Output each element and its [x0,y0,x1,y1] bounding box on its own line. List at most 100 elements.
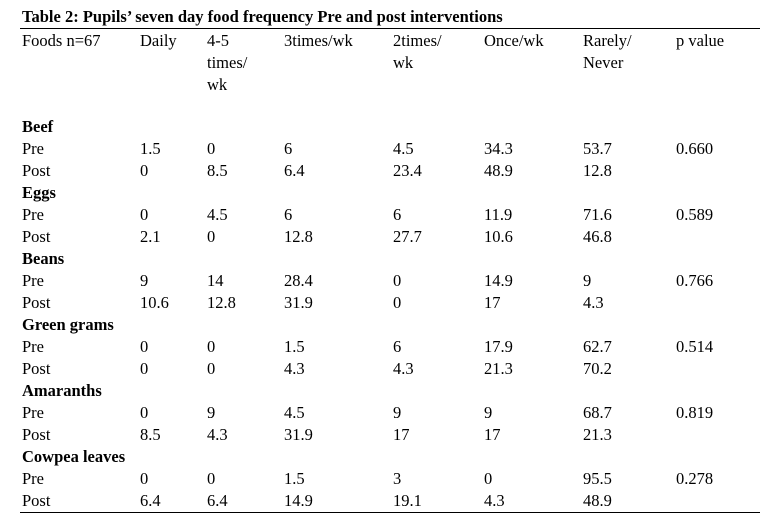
row-label: Pre [22,205,44,224]
table-cell: 10.6 [140,293,169,312]
table-cell: 68.7 [583,403,612,422]
table-cell: 46.8 [583,227,612,246]
table-cell: 62.7 [583,337,612,356]
header-2-times-wk: 2times/ wk [393,31,442,72]
row-label: Post [22,227,51,246]
food-group-name: Beef [22,117,54,136]
table-row: Pre 1.5 0 6 4.5 34.3 53.7 0.660 [0,138,779,160]
table-cell: 0 [140,403,149,422]
row-label: Post [22,425,51,444]
table-cell: 12.8 [284,227,313,246]
table-row: Post 10.6 12.8 31.9 0 17 4.3 [0,292,779,314]
header-3-times-wk: 3times/wk [284,31,353,50]
table-row: Post 0 8.5 6.4 23.4 48.9 12.8 [0,160,779,182]
table-cell: 8.5 [207,161,228,180]
table-cell: 95.5 [583,469,612,488]
table-cell: 4.3 [484,491,505,510]
table-cell: 4.5 [207,205,228,224]
table-cell: 70.2 [583,359,612,378]
row-label: Pre [22,271,44,290]
row-label: Post [22,491,51,510]
table-cell: 71.6 [583,205,612,224]
table-cell: 12.8 [207,293,236,312]
p-value-cell: 0.589 [676,205,714,224]
table-cell: 9 [484,403,493,422]
table-cell: 34.3 [484,139,513,158]
header-p-value: p value [676,31,725,50]
table-cell: 0 [140,161,149,180]
table-cell: 0 [140,337,149,356]
table-cell: 48.9 [583,491,612,510]
table-cell: 9 [207,403,216,422]
table-cell: 6 [393,205,402,224]
table-cell: 28.4 [284,271,313,290]
row-label: Pre [22,469,44,488]
table-cell: 9 [583,271,592,290]
table-row: Pre 0 0 1.5 6 17.9 62.7 0.514 [0,336,779,358]
table-cell: 0 [140,359,149,378]
table-row: Post 0 0 4.3 4.3 21.3 70.2 [0,358,779,380]
table-cell: 0 [207,469,216,488]
table-cell: 0 [207,139,216,158]
table-cell: 6 [284,139,293,158]
table-cell: 31.9 [284,293,313,312]
row-label: Pre [22,337,44,356]
table-cell: 4.3 [284,359,305,378]
table-cell: 53.7 [583,139,612,158]
top-rule [20,28,760,29]
row-label: Post [22,161,51,180]
table-cell: 4.5 [284,403,305,422]
table-cell: 6 [393,337,402,356]
table-cell: 21.3 [484,359,513,378]
table-cell: 27.7 [393,227,422,246]
p-value-cell: 0.819 [676,403,714,422]
header-once-wk: Once/wk [484,31,544,50]
table-row: Post 8.5 4.3 31.9 17 17 21.3 [0,424,779,446]
table-cell: 17 [393,425,410,444]
table-cell: 0 [484,469,493,488]
table-row: Pre 0 4.5 6 6 11.9 71.6 0.589 [0,204,779,226]
table-cell: 6.4 [207,491,228,510]
table-cell: 4.3 [393,359,414,378]
table-row: Post 2.1 0 12.8 27.7 10.6 46.8 [0,226,779,248]
table-cell: 6 [284,205,293,224]
table-row: Pre 0 9 4.5 9 9 68.7 0.819 [0,402,779,424]
table-cell: 4.3 [583,293,604,312]
p-value-cell: 0.766 [676,271,714,290]
table-cell: 0 [393,293,402,312]
header-foods: Foods n=67 [22,31,101,50]
food-group-name: Amaranths [22,381,102,400]
table-cell: 8.5 [140,425,161,444]
table-cell: 4.3 [207,425,228,444]
table-cell: 17 [484,293,501,312]
table-cell: 17 [484,425,501,444]
table-cell: 0 [207,359,216,378]
table-cell: 48.9 [484,161,513,180]
table-cell: 17.9 [484,337,513,356]
table-row: Pre 9 14 28.4 0 14.9 9 0.766 [0,270,779,292]
table-cell: 0 [140,469,149,488]
table-row: Pre 0 0 1.5 3 0 95.5 0.278 [0,468,779,490]
p-value-cell: 0.278 [676,469,714,488]
table-cell: 6.4 [140,491,161,510]
table-cell: 1.5 [140,139,161,158]
table-cell: 19.1 [393,491,422,510]
food-group-name: Beans [22,249,65,268]
row-label: Post [22,359,51,378]
table-cell: 9 [140,271,149,290]
table-cell: 14.9 [284,491,313,510]
p-value-cell: 0.660 [676,139,714,158]
table-cell: 1.5 [284,469,305,488]
header-daily: Daily [140,31,177,50]
header-rarely-never: Rarely/ Never [583,31,632,72]
food-group-name: Green grams [22,315,114,334]
table-cell: 31.9 [284,425,313,444]
table-cell: 2.1 [140,227,161,246]
table-cell: 3 [393,469,402,488]
table-cell: 0 [207,337,216,356]
row-label: Pre [22,403,44,422]
row-label: Pre [22,139,44,158]
bottom-rule [20,512,760,513]
p-value-cell: 0.514 [676,337,714,356]
table-cell: 9 [393,403,402,422]
